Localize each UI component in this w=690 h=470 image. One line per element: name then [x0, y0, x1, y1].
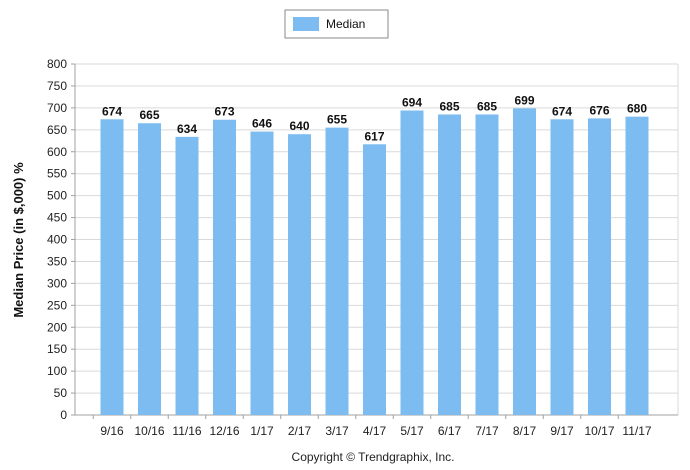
- y-tick-label: 400: [47, 233, 67, 247]
- data-label: 640: [289, 119, 309, 133]
- data-label: 676: [589, 103, 609, 117]
- data-labels: 674 665 634 673 646 640 655 617 694 685 685 699 674 6…: [102, 93, 647, 143]
- x-tick-label: 7/17: [475, 424, 499, 438]
- x-tick-label: 3/17: [325, 424, 349, 438]
- bar: [400, 110, 424, 415]
- bar: [288, 134, 311, 415]
- legend: Median: [284, 9, 389, 39]
- x-tick-label: 6/17: [438, 424, 462, 438]
- x-tick-label: 10/16: [134, 424, 164, 438]
- y-tick-label: 150: [47, 342, 67, 356]
- bar: [175, 136, 199, 415]
- bar: [100, 119, 124, 415]
- y-tick-label: 200: [47, 320, 67, 334]
- x-tick-label: 4/17: [363, 424, 387, 438]
- data-label: 685: [439, 99, 459, 113]
- data-label: 694: [402, 96, 422, 110]
- legend-swatch: [293, 17, 319, 31]
- bar: [363, 144, 386, 415]
- bar: [325, 127, 349, 416]
- y-tick-label: 600: [47, 145, 67, 159]
- x-tick-label: 5/17: [400, 424, 424, 438]
- y-tick-label: 350: [47, 254, 67, 268]
- y-tick-label: 650: [47, 123, 67, 137]
- x-tick-labels: 9/16 10/16 11/16 12/16 1/17 2/17 3/17 4/17 5/17 6…: [100, 424, 652, 438]
- data-label: 699: [514, 93, 534, 107]
- y-tick-label: 300: [47, 276, 67, 290]
- y-tick-label: 50: [54, 386, 68, 400]
- bar: [475, 114, 499, 416]
- x-tick-label: 1/17: [250, 424, 274, 438]
- bar: [513, 108, 536, 415]
- data-label: 655: [327, 113, 347, 127]
- y-tick-label: 550: [47, 167, 67, 181]
- y-tick-label: 0: [60, 408, 67, 422]
- copyright-text: Copyright © Trendgraphix, Inc.: [292, 450, 455, 464]
- data-label: 665: [139, 108, 159, 122]
- y-tick-label: 100: [47, 364, 67, 378]
- bar: [438, 114, 461, 416]
- bar: [588, 118, 611, 415]
- bar: [550, 119, 574, 415]
- x-tick-label: 10/17: [584, 424, 614, 438]
- data-label: 674: [102, 104, 122, 118]
- y-tick-label: 250: [47, 298, 67, 312]
- x-tick-label: 11/17: [622, 424, 651, 438]
- y-tick-label: 800: [47, 57, 67, 71]
- y-tick-label: 700: [47, 101, 67, 115]
- y-tick-label: 450: [47, 211, 67, 225]
- y-tick-label: 750: [47, 79, 67, 93]
- data-label: 617: [364, 129, 384, 143]
- x-tick-label: 8/17: [513, 424, 537, 438]
- data-label: 685: [477, 99, 497, 113]
- bar: [138, 123, 161, 415]
- x-tick-label: 9/16: [100, 424, 124, 438]
- bars: [100, 108, 649, 416]
- data-label: 680: [627, 102, 647, 116]
- bar: [250, 131, 274, 415]
- legend-label: Median: [326, 17, 365, 31]
- data-label: 634: [177, 122, 197, 136]
- x-tick-label: 2/17: [288, 424, 312, 438]
- data-label: 673: [214, 105, 234, 119]
- data-label: 674: [552, 104, 572, 118]
- x-tick-label: 11/16: [172, 424, 201, 438]
- y-axis-title: Median Price (in $,000) %: [11, 162, 26, 318]
- y-tick-labels: 0 50 100 150 200 250 300 350 400 450 500 550 600 650 7…: [47, 57, 67, 422]
- bar: [625, 116, 649, 416]
- y-tick-label: 500: [47, 189, 67, 203]
- x-tick-label: 9/17: [550, 424, 574, 438]
- x-tick-label: 12/16: [209, 424, 239, 438]
- bar: [213, 119, 236, 415]
- data-label: 646: [252, 117, 272, 131]
